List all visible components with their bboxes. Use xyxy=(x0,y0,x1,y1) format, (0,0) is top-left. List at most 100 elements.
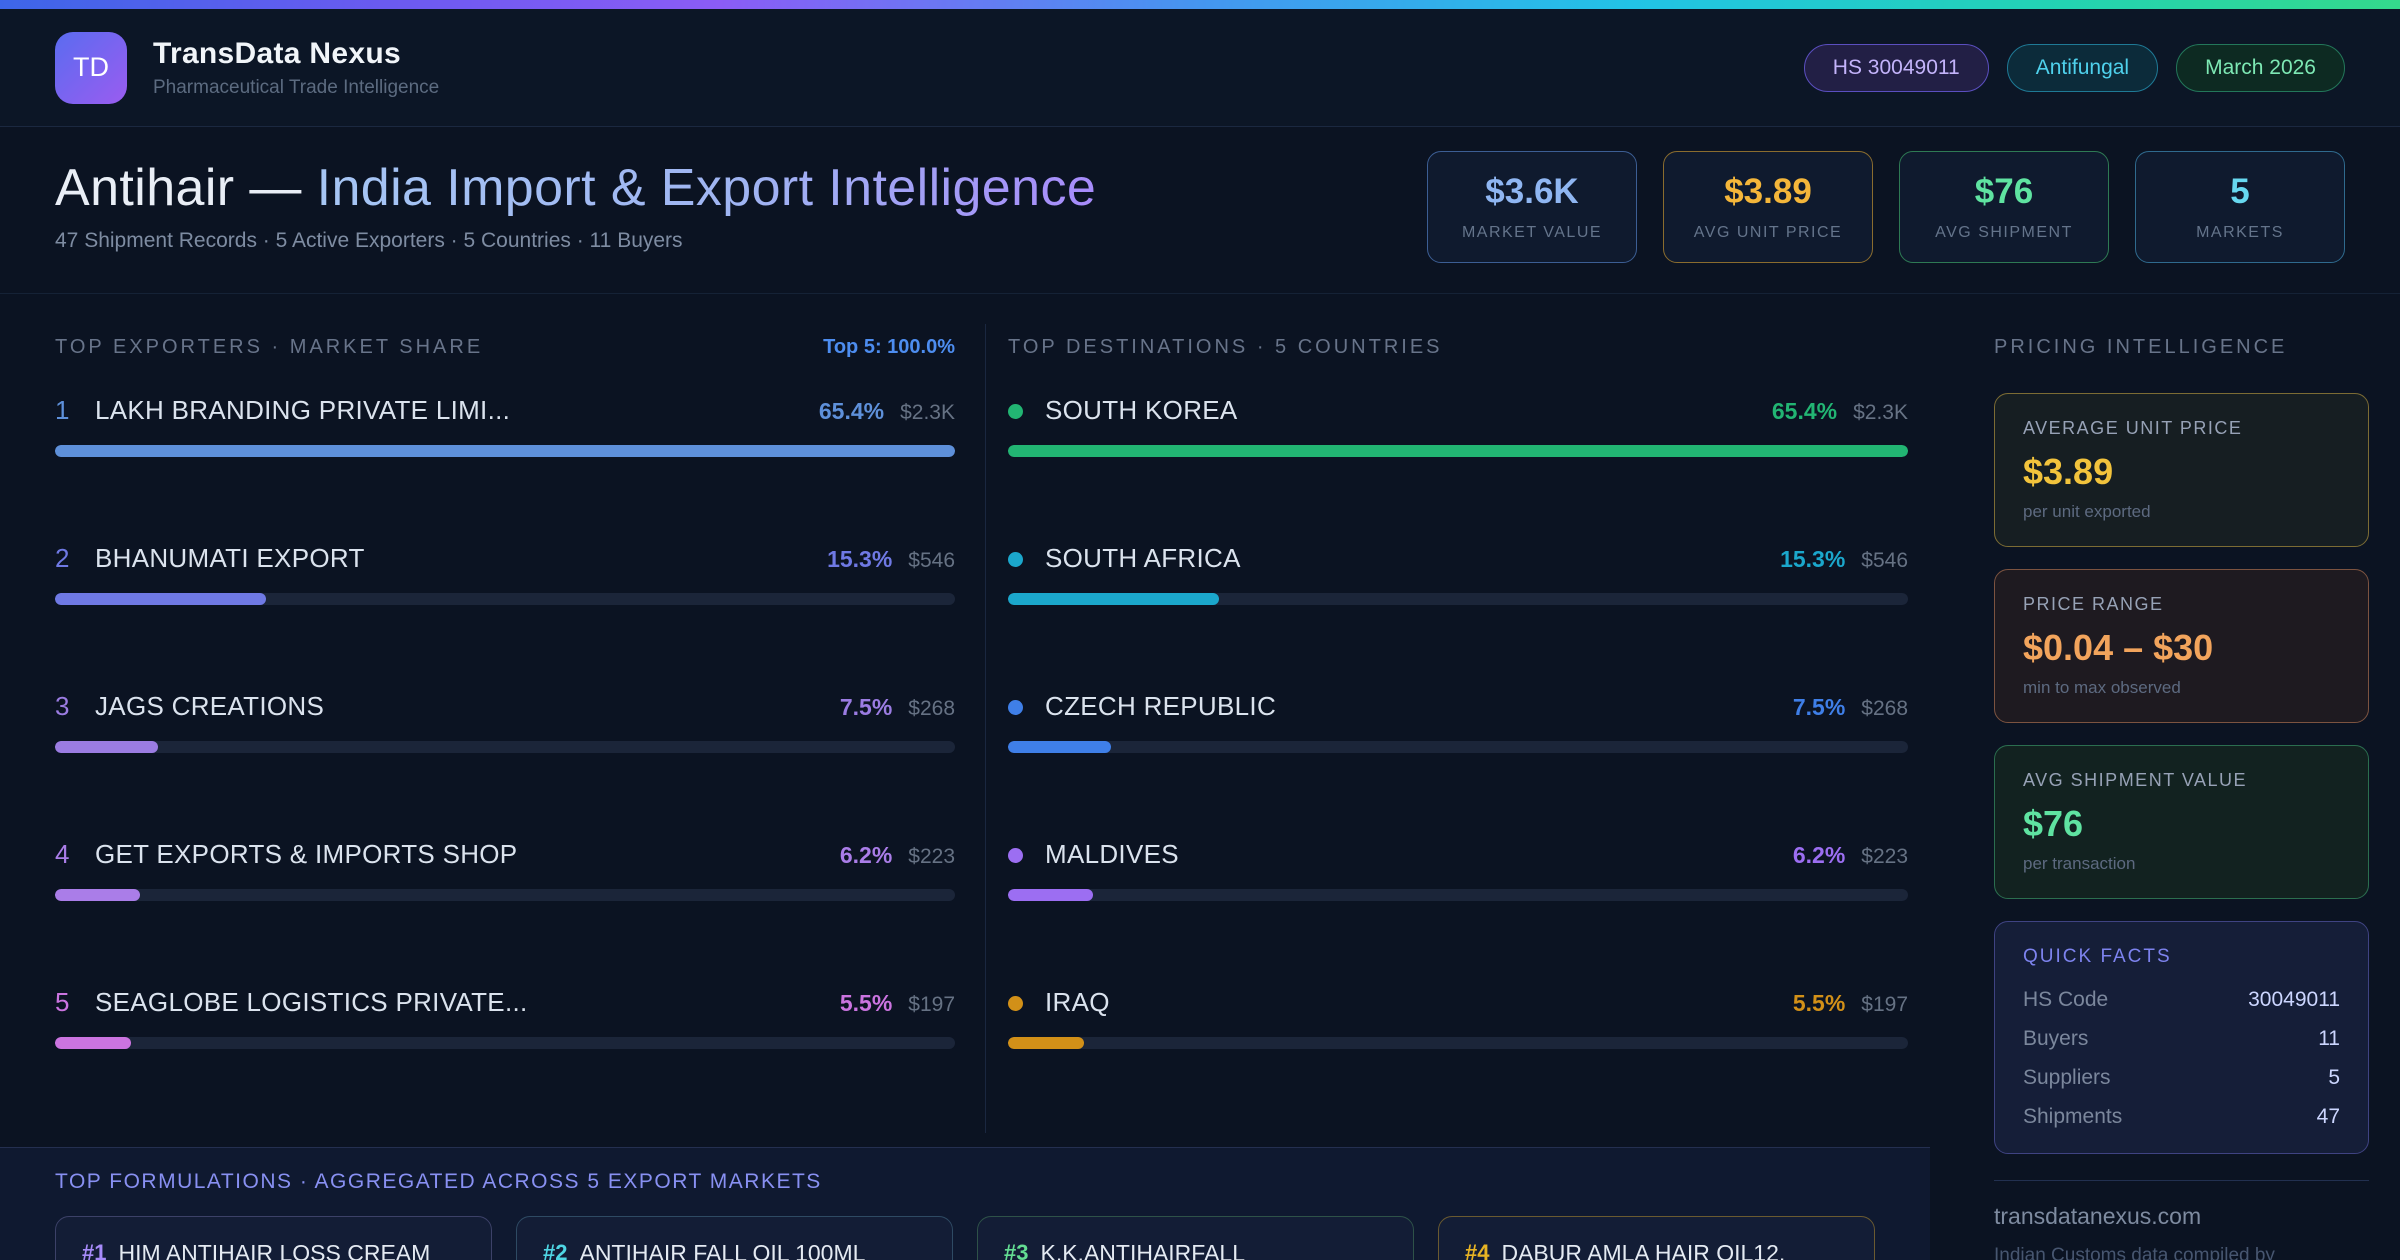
destination-name: IRAQ xyxy=(1045,987,1110,1017)
destination-name: SOUTH KOREA xyxy=(1045,395,1238,425)
category-badge: Antifungal xyxy=(2006,43,2159,92)
sidebar-divider xyxy=(1994,1180,2369,1181)
stat-label: MARKETS xyxy=(2196,224,2284,241)
destination-value: $546 xyxy=(1861,549,1908,572)
fact-value: 5 xyxy=(2328,1066,2340,1089)
formulation-card: #4 DABUR AMLA HAIR OIL12, HIMALAYA ... $… xyxy=(1438,1216,1875,1260)
formulation-card: #2 ANTIHAIR FALL OIL 100ML $223 1 shipme… xyxy=(516,1216,953,1260)
accent-gradient-bar xyxy=(0,0,2400,9)
pricing-title: PRICING INTELLIGENCE xyxy=(1994,336,2288,358)
stat-label: AVG SHIPMENT xyxy=(1935,224,2073,241)
destination-share: 65.4% xyxy=(1771,398,1838,424)
brand-text: TransData Nexus Pharmaceutical Trade Int… xyxy=(153,37,439,99)
card-subtext: per transaction xyxy=(2023,854,2136,873)
card-label: PRICE RANGE xyxy=(2023,594,2164,614)
main-column: TOP EXPORTERS · MARKET SHARE Top 5: 100.… xyxy=(0,294,1930,1260)
two-column-charts: TOP EXPORTERS · MARKET SHARE Top 5: 100.… xyxy=(0,294,1930,1133)
exporter-name: SEAGLOBE LOGISTICS PRIVATE... xyxy=(95,987,528,1017)
quick-fact-row: Buyers 11 xyxy=(2023,1027,2340,1051)
destination-value: $2.3K xyxy=(1853,401,1908,424)
card-value: $0.04 – $30 xyxy=(2023,627,2214,668)
bar-fill xyxy=(55,1037,131,1049)
bar-fill xyxy=(55,445,955,457)
exporter-row: 5 SEAGLOBE LOGISTICS PRIVATE... 5.5% $19… xyxy=(55,985,955,1049)
hero-text: Antihair — India Import & Export Intelli… xyxy=(55,161,1096,252)
average-unit-price-card: AVERAGE UNIT PRICE $3.89 per unit export… xyxy=(1994,393,2369,547)
exporter-name: LAKH BRANDING PRIVATE LIMI... xyxy=(95,395,511,425)
bar-track xyxy=(55,445,955,457)
bar-fill xyxy=(55,741,159,753)
exporter-row: 1 LAKH BRANDING PRIVATE LIMI... 65.4% $2… xyxy=(55,393,955,457)
fact-label: Buyers xyxy=(2023,1027,2089,1050)
country-dot-icon xyxy=(1008,996,1023,1011)
formulation-rank: #2 xyxy=(543,1240,568,1260)
destination-share: 6.2% xyxy=(1792,842,1846,868)
destination-value: $268 xyxy=(1861,697,1908,720)
card-subtext: min to max observed xyxy=(2023,678,2181,697)
stat-value: $76 xyxy=(1974,172,2034,211)
exporter-rank: 2 xyxy=(55,543,70,573)
destination-value: $197 xyxy=(1861,993,1908,1016)
destination-share: 15.3% xyxy=(1780,546,1846,572)
quick-fact-row: Suppliers 5 xyxy=(2023,1066,2340,1090)
destination-share: 5.5% xyxy=(1792,990,1846,1016)
stat-value: $3.89 xyxy=(1724,172,1812,211)
formulation-rank: #1 xyxy=(82,1240,107,1260)
stat-cards: $3.6K MARKET VALUE $3.89 AVG UNIT PRICE … xyxy=(1427,151,2345,263)
card-value: $76 xyxy=(2023,803,2084,844)
app-tagline: Pharmaceutical Trade Intelligence xyxy=(153,76,440,98)
bar-track xyxy=(55,889,955,901)
formulation-name: ANTIHAIR FALL OIL 100ML xyxy=(579,1240,866,1260)
quick-fact-row: Shipments 47 xyxy=(2023,1105,2340,1129)
bar-track xyxy=(1008,1037,1908,1049)
stat-card-avg-unit-price: $3.89 AVG UNIT PRICE xyxy=(1663,151,1873,263)
formulation-name: HIM ANTIHAIR LOSS CREAM xyxy=(118,1240,431,1260)
stat-card-market-value: $3.6K MARKET VALUE xyxy=(1427,151,1637,263)
country-dot-icon xyxy=(1008,700,1023,715)
stat-card-markets: 5 MARKETS xyxy=(2135,151,2345,263)
quick-facts-title: QUICK FACTS xyxy=(2023,946,2172,967)
bar-fill xyxy=(55,593,266,605)
destinations-title: TOP DESTINATIONS · 5 COUNTRIES xyxy=(1008,336,1443,358)
destination-share: 7.5% xyxy=(1792,694,1846,720)
exporter-row: 2 BHANUMATI EXPORT 15.3% $546 xyxy=(55,541,955,605)
exporter-name: BHANUMATI EXPORT xyxy=(95,543,365,573)
exporter-value: $2.3K xyxy=(900,401,955,424)
app-name: TransData Nexus xyxy=(153,36,401,70)
hero-section: Antihair — India Import & Export Intelli… xyxy=(0,127,2400,294)
bar-fill xyxy=(1008,889,1094,901)
destinations-header: TOP DESTINATIONS · 5 COUNTRIES xyxy=(1008,336,1908,359)
card-value: $3.89 xyxy=(2023,451,2114,492)
top-exporters-panel: TOP EXPORTERS · MARKET SHARE Top 5: 100.… xyxy=(55,294,955,1133)
page-title: Antihair — India Import & Export Intelli… xyxy=(55,161,1096,216)
period-badge: March 2026 xyxy=(2176,43,2345,92)
hs-code-badge: HS 30049011 xyxy=(1803,43,1989,92)
card-subtext: per unit exported xyxy=(2023,502,2151,521)
avg-shipment-value-card: AVG SHIPMENT VALUE $76 per transaction xyxy=(1994,745,2369,899)
column-divider xyxy=(985,324,986,1133)
exporter-share: 6.2% xyxy=(839,842,893,868)
exporters-header: TOP EXPORTERS · MARKET SHARE Top 5: 100.… xyxy=(55,336,955,359)
bar-track xyxy=(55,1037,955,1049)
bar-fill xyxy=(55,889,141,901)
exporter-value: $546 xyxy=(908,549,955,572)
card-label: AVERAGE UNIT PRICE xyxy=(2023,418,2243,438)
pricing-sidebar: PRICING INTELLIGENCE AVERAGE UNIT PRICE … xyxy=(1994,294,2369,1260)
exporter-value: $268 xyxy=(908,697,955,720)
formulation-rank: #3 xyxy=(1004,1240,1029,1260)
exporters-title: TOP EXPORTERS · MARKET SHARE xyxy=(55,336,484,358)
formulation-card: #3 K.K.ANTIHAIRFALL CONDITIONER $169 1 s… xyxy=(977,1216,1414,1260)
price-range-card: PRICE RANGE $0.04 – $30 min to max obser… xyxy=(1994,569,2369,723)
exporter-rank: 1 xyxy=(55,395,70,425)
top-formulations-section: TOP FORMULATIONS · AGGREGATED ACROSS 5 E… xyxy=(0,1147,1930,1260)
page-title-product: Antihair — xyxy=(55,159,317,218)
bar-fill xyxy=(1008,593,1219,605)
page-title-market: India Import & Export Intelligence xyxy=(316,159,1097,218)
fact-label: Suppliers xyxy=(2023,1066,2111,1089)
app-logo: TD xyxy=(55,31,127,104)
destination-name: MALDIVES xyxy=(1045,839,1179,869)
destination-row: SOUTH AFRICA 15.3% $546 xyxy=(1008,541,1908,605)
country-dot-icon xyxy=(1008,552,1023,567)
exporter-share: 65.4% xyxy=(818,398,885,424)
destination-row: SOUTH KOREA 65.4% $2.3K xyxy=(1008,393,1908,457)
